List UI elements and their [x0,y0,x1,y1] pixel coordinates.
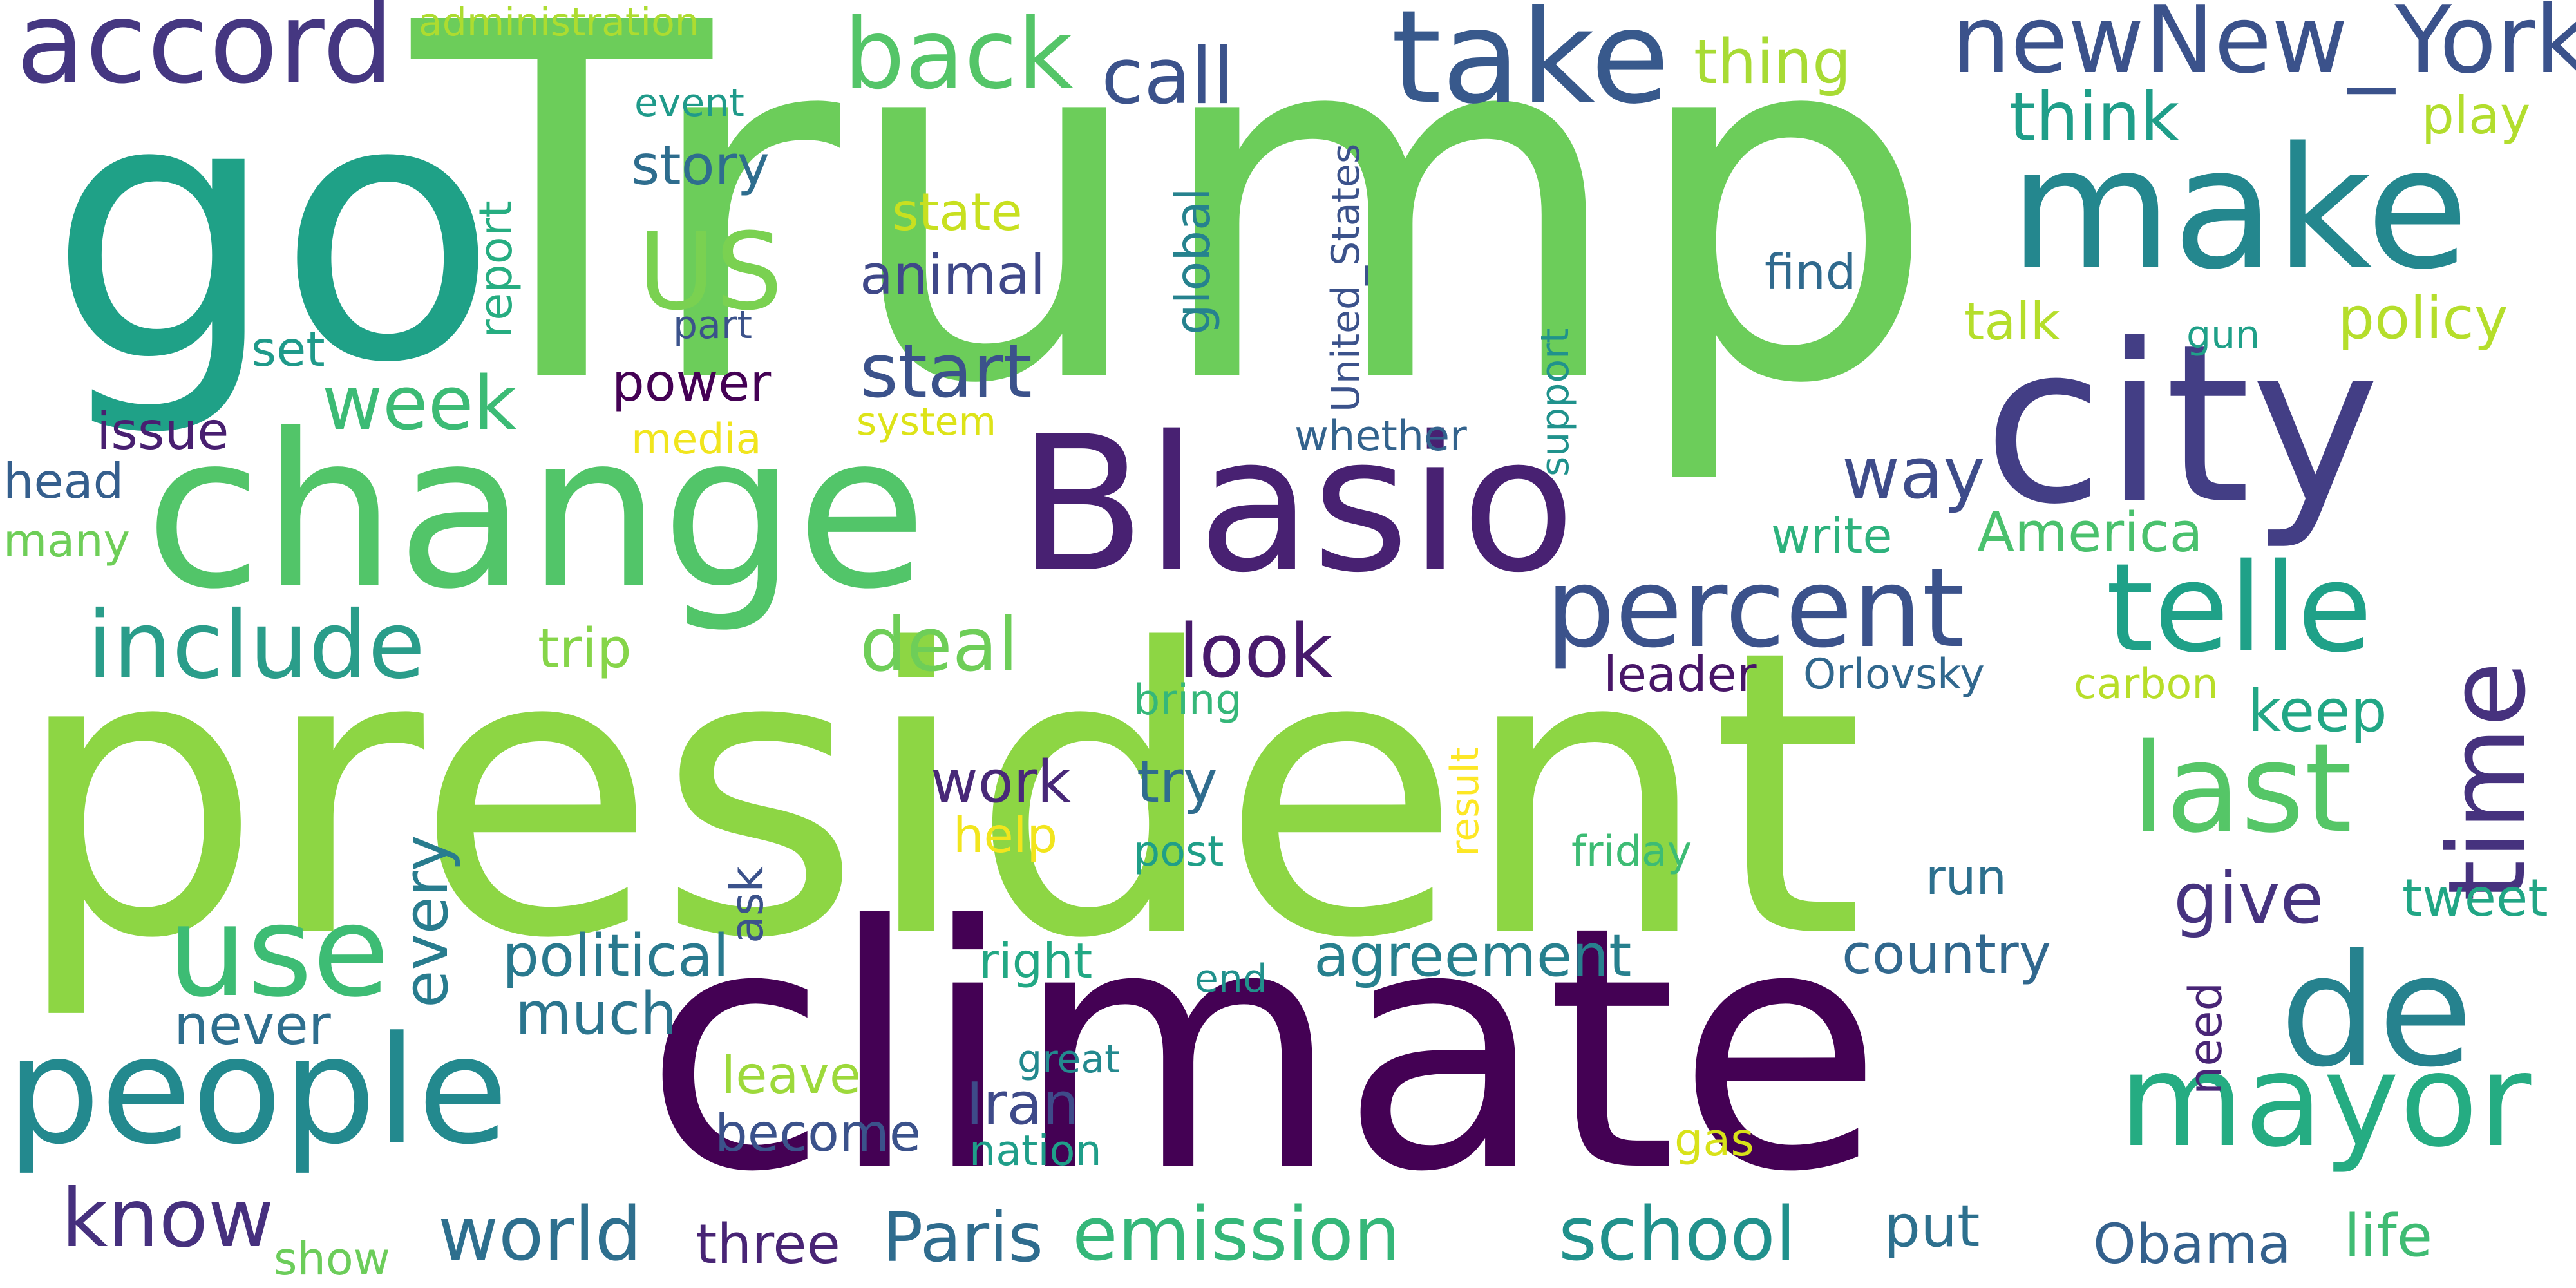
word-whether: whether [1294,412,1467,460]
word-newnewyork: newNew_York [1951,0,2576,95]
word-become: become [715,1103,922,1163]
word-ask: ask [721,866,773,943]
word-support: support [1533,328,1578,477]
word-include: include [87,591,426,700]
word-head: head [3,453,124,509]
word-life: life [2344,1202,2433,1270]
word-find: find [1765,243,1857,300]
word-agreement: agreement [1314,922,1632,990]
word-carbon: carbon [2074,660,2219,708]
word-america: America [1977,501,2203,565]
word-trump: Trump [412,0,1938,491]
word-back: back [844,0,1074,111]
word-call: call [1101,32,1235,122]
word-telle: telle [2106,537,2372,679]
word-climate: climate [644,855,1883,1245]
word-start: start [860,328,1032,415]
word-system: system [857,399,996,444]
word-set: set [251,321,325,377]
word-think: think [2009,78,2180,156]
word-nation: nation [969,1127,1102,1175]
word-issue: issue [97,401,229,461]
word-emission: emission [1072,1191,1401,1278]
word-time: time [2425,661,2549,902]
word-leader: leader [1604,646,1757,703]
word-week: week [322,361,517,447]
word-put: put [1884,1193,1980,1260]
word-obama: Obama [2093,1213,2291,1276]
word-need: need [2179,982,2232,1095]
word-power: power [612,353,772,413]
word-many: many [3,515,130,567]
word-deal: deal [860,602,1019,688]
word-last: last [2132,717,2353,860]
word-mayor: mayor [2119,1026,2532,1176]
word-use: use [167,878,390,1025]
word-school: school [1558,1191,1796,1278]
word-go: go [48,22,498,442]
word-blasio: Blasio [1018,397,1576,614]
word-us: US [638,210,783,334]
word-paris: Paris [882,1198,1043,1277]
word-way: way [1842,432,1985,515]
word-leave: leave [721,1045,862,1105]
word-united_states: United_States [1323,143,1368,412]
word-gun: gun [2186,312,2260,357]
word-policy: policy [2338,285,2508,352]
word-end: end [1195,956,1268,1001]
word-state: state [892,182,1023,242]
word-global: global [1164,187,1221,335]
word-friday: friday [1571,828,1692,876]
word-great: great [1018,1037,1120,1082]
word-president: president [13,567,1865,1024]
word-report: report [469,200,522,338]
word-percent: percent [1546,545,1965,672]
word-tweet: tweet [2402,868,2548,928]
word-every: every [391,835,462,1008]
word-result: result [1443,747,1488,857]
word-right: right [979,933,1093,989]
word-city: city [1984,298,2380,553]
word-gas: gas [1674,1113,1754,1166]
word-keep: keep [2248,677,2387,745]
word-political: political [502,922,730,990]
word-show: show [274,1233,390,1285]
word-people: people [6,1005,509,1177]
word-part: part [673,303,753,348]
word-iran: Iran [966,1070,1079,1138]
word-animal: animal [860,243,1046,307]
word-administration: administration [419,0,699,45]
word-run: run [1926,849,2007,905]
word-de: de [2280,921,2473,1101]
word-media: media [631,415,762,464]
word-never: never [174,994,331,1057]
word-write: write [1771,507,1893,564]
word-story: story [631,134,770,198]
word-trip: trip [538,617,632,681]
word-world: world [438,1191,642,1278]
word-change: change [145,388,927,636]
word-orlovsky: Orlovsky [1803,650,1985,699]
word-bring: bring [1133,676,1242,724]
word-accord: accord [16,0,394,109]
word-look: look [1179,609,1333,695]
word-try: try [1137,748,1218,816]
word-help: help [953,807,1058,864]
word-take: take [1391,0,1670,133]
word-event: event [634,80,744,126]
word-much: much [515,980,677,1048]
word-three: three [696,1213,840,1276]
word-post: post [1133,828,1224,876]
word-make: make [2009,112,2469,307]
word-country: country [1842,923,2052,987]
word-give: give [2174,857,2324,940]
word-work: work [931,748,1071,816]
word-play: play [2421,86,2531,146]
word-talk: talk [1964,292,2060,352]
word-know: know [61,1172,274,1265]
word-thing: thing [1694,27,1852,98]
